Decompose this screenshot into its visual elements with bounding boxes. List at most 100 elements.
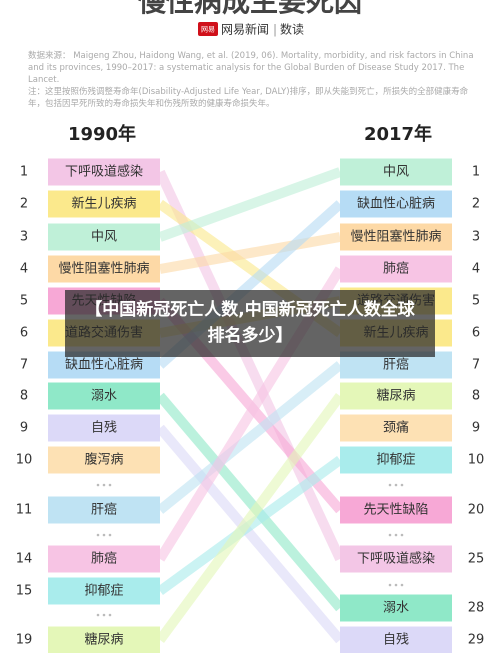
item-label: 新生儿疾病 (71, 196, 136, 212)
overlay-text: 【中国新冠死亡人数,中国新冠死亡人数全球排名多少】 (85, 300, 415, 346)
item-box (340, 446, 452, 474)
item-label: 自残 (383, 633, 409, 648)
ellipsis-dot (394, 483, 398, 487)
item-box (48, 255, 160, 283)
item-box (48, 158, 160, 186)
rank: 3 (20, 230, 28, 245)
connector (159, 232, 341, 274)
item-label: 肝癌 (91, 502, 117, 518)
rank: 5 (472, 294, 480, 309)
rank: 29 (468, 633, 485, 648)
rank: 9 (20, 421, 28, 436)
item-label: 中风 (383, 165, 409, 180)
rank: 6 (472, 326, 480, 341)
item-box (48, 190, 160, 218)
connector (156, 424, 344, 644)
item-box (48, 496, 160, 524)
item-label: 缺血性心脏病 (65, 358, 143, 373)
rank: 2 (20, 197, 28, 212)
item-label: 缺血性心脏病 (357, 197, 435, 212)
item-box (340, 223, 452, 251)
item-box (48, 446, 160, 474)
rank: 14 (16, 552, 33, 567)
year-left: 1990年 (68, 123, 136, 145)
item-label: 先天性缺陷 (363, 503, 428, 518)
item-box (48, 414, 160, 442)
ellipsis-dot (96, 533, 100, 537)
rank: 6 (20, 326, 28, 341)
source-block: 数据来源： Maigeng Zhou, Haidong Wang, et al.… (28, 50, 484, 110)
item-box (340, 626, 452, 653)
connector (155, 169, 345, 562)
rank: 1 (472, 165, 480, 180)
item-box (340, 496, 452, 524)
rank: 8 (472, 389, 480, 404)
rank: 1 (20, 165, 28, 180)
connector (156, 392, 344, 612)
item-box (340, 158, 452, 186)
item-box (48, 626, 160, 653)
item-label: 慢性阻塞性肺病 (58, 261, 149, 277)
separator: | (273, 23, 277, 37)
rank: 9 (472, 421, 480, 436)
rank: 5 (20, 294, 28, 309)
ellipsis-dot (108, 483, 112, 487)
ellipsis-dot (96, 613, 100, 617)
item-label: 溺水 (91, 389, 117, 404)
rank: 25 (468, 552, 485, 567)
item-box (340, 255, 452, 283)
logo-box (198, 22, 218, 36)
ellipsis-dot (102, 533, 106, 537)
rank: 8 (20, 389, 28, 404)
rank: 28 (468, 601, 485, 616)
connector (158, 167, 342, 242)
ellipsis-dot (108, 533, 112, 537)
ellipsis-dot (108, 613, 112, 617)
item-label: 肝癌 (383, 357, 409, 373)
section: 数读 (280, 22, 304, 37)
item-label: 抑郁症 (376, 453, 415, 468)
ellipsis-dot (102, 613, 106, 617)
item-label: 下呼吸道感染 (65, 164, 143, 180)
rank: 10 (468, 453, 485, 468)
item-label: 自残 (91, 421, 117, 436)
rank: 10 (16, 453, 33, 468)
ellipsis-dot (400, 483, 404, 487)
year-right: 2017年 (364, 123, 432, 145)
ellipsis-dot (400, 533, 404, 537)
brand: 网易新闻 (221, 22, 269, 37)
item-box (340, 545, 452, 573)
item-label: 中风 (91, 230, 117, 245)
item-box (48, 223, 160, 251)
item-box (340, 382, 452, 410)
ellipsis-dot (394, 533, 398, 537)
item-label: 慢性阻塞性肺病 (350, 229, 441, 245)
ellipsis-dot (388, 583, 392, 587)
ellipsis-dot (388, 483, 392, 487)
rank: 2 (472, 197, 480, 212)
rank: 15 (16, 584, 33, 599)
item-box (340, 594, 452, 622)
overlay-caption: 【中国新冠死亡人数,中国新冠死亡人数全球排名多少】 (65, 290, 435, 357)
item-box (48, 545, 160, 573)
item-label: 颈痛 (383, 420, 409, 436)
item-box (340, 414, 452, 442)
item-label: 下呼吸道感染 (357, 551, 435, 567)
rank: 20 (468, 503, 485, 518)
rank: 7 (20, 358, 28, 373)
note: 注：这里按照伤残调整寿命年(Disability-Adjusted Life Y… (28, 87, 469, 109)
rank: 4 (20, 262, 28, 277)
ellipsis-dot (400, 583, 404, 587)
source: 数据来源： Maigeng Zhou, Haidong Wang, et al.… (28, 51, 474, 85)
item-label: 糖尿病 (84, 632, 123, 648)
ellipsis-dot (102, 483, 106, 487)
item-label: 糖尿病 (376, 388, 415, 404)
rank: 11 (16, 503, 33, 518)
connector (156, 361, 344, 514)
ellipsis-dot (388, 533, 392, 537)
rank: 4 (472, 262, 480, 277)
item-box (48, 382, 160, 410)
item-box (340, 190, 452, 218)
item-label: 抑郁症 (84, 584, 123, 599)
